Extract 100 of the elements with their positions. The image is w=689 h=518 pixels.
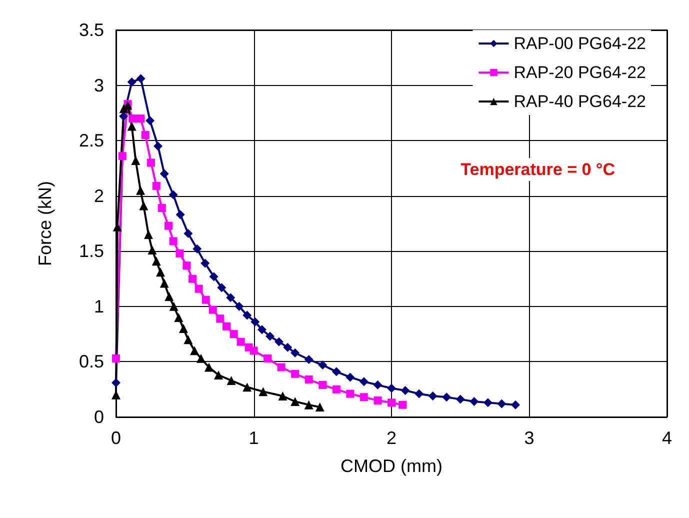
point (483, 398, 492, 408)
point (112, 378, 120, 388)
point (136, 186, 146, 195)
x-tick-label: 4 (662, 428, 672, 448)
point (242, 310, 252, 320)
point (230, 330, 238, 338)
point (510, 400, 520, 410)
point (192, 244, 202, 254)
point (250, 346, 258, 355)
point (182, 262, 191, 270)
point (148, 246, 157, 255)
point (374, 396, 382, 404)
point (200, 258, 210, 268)
x-tick-label: 2 (386, 428, 397, 448)
legend-label: RAP-20 PG64-22 (514, 63, 646, 82)
x-tick-label: 0 (110, 428, 122, 448)
point (169, 237, 178, 246)
point (184, 335, 193, 344)
point (414, 389, 424, 398)
point (152, 256, 161, 266)
point (204, 362, 214, 372)
point (283, 342, 292, 352)
point (290, 397, 300, 406)
x-tick-label: 1 (248, 428, 259, 448)
point (131, 156, 140, 165)
point (127, 122, 136, 131)
point (160, 169, 169, 178)
point (141, 131, 150, 140)
point (146, 116, 155, 126)
point (127, 77, 136, 86)
point (118, 152, 126, 160)
point (176, 249, 184, 258)
point (164, 292, 174, 301)
point (136, 114, 145, 122)
legend-label: RAP-40 PG64-22 (514, 92, 646, 111)
point (136, 74, 146, 84)
point (112, 354, 120, 362)
point (242, 382, 252, 392)
point (318, 380, 327, 389)
point (315, 402, 324, 412)
point (318, 360, 328, 370)
point (160, 278, 169, 288)
point (158, 204, 166, 212)
point (156, 268, 165, 277)
point (470, 397, 479, 406)
point (304, 400, 314, 410)
point (154, 142, 163, 151)
point (291, 370, 300, 378)
point (442, 392, 452, 402)
point (190, 346, 200, 356)
point (250, 317, 260, 326)
point (278, 391, 288, 400)
y-tick-label: 2.5 (78, 130, 104, 151)
point (128, 114, 137, 122)
point (188, 274, 196, 283)
point (217, 283, 226, 292)
point (226, 376, 236, 386)
point (209, 272, 218, 282)
point (234, 302, 244, 311)
point (208, 306, 217, 314)
point (194, 284, 203, 293)
y-tick-label: 2 (94, 186, 104, 206)
point (214, 370, 223, 380)
point (332, 385, 340, 394)
point (304, 355, 314, 364)
y-tick-label: 3 (94, 75, 104, 96)
point (258, 325, 267, 334)
point (184, 228, 193, 238)
point (176, 210, 185, 220)
point (164, 222, 172, 230)
point (387, 384, 396, 393)
point (290, 348, 300, 358)
point (304, 375, 313, 384)
point (146, 158, 155, 167)
point (398, 400, 407, 409)
point (144, 230, 154, 240)
point (266, 332, 275, 341)
annotation: Temperature = 0 °C (460, 160, 616, 179)
point (359, 377, 368, 386)
point (152, 182, 160, 190)
point (216, 314, 224, 323)
point (258, 387, 268, 396)
y-tick-label: 0 (94, 407, 104, 427)
x-tick-label: 3 (524, 428, 534, 448)
point (178, 324, 188, 334)
legend-label: RAP-00 PG64-22 (514, 34, 646, 53)
point (400, 386, 410, 395)
point (346, 390, 354, 398)
point (332, 367, 341, 376)
point (222, 322, 230, 330)
x-axis-title: CMOD (mm) (340, 456, 442, 476)
point (236, 338, 245, 346)
point (264, 354, 272, 362)
point (139, 201, 148, 210)
point (202, 296, 210, 304)
y-tick-label: 1 (94, 296, 104, 316)
point (277, 363, 286, 372)
point (274, 337, 284, 346)
point (226, 293, 236, 302)
point (196, 354, 206, 363)
